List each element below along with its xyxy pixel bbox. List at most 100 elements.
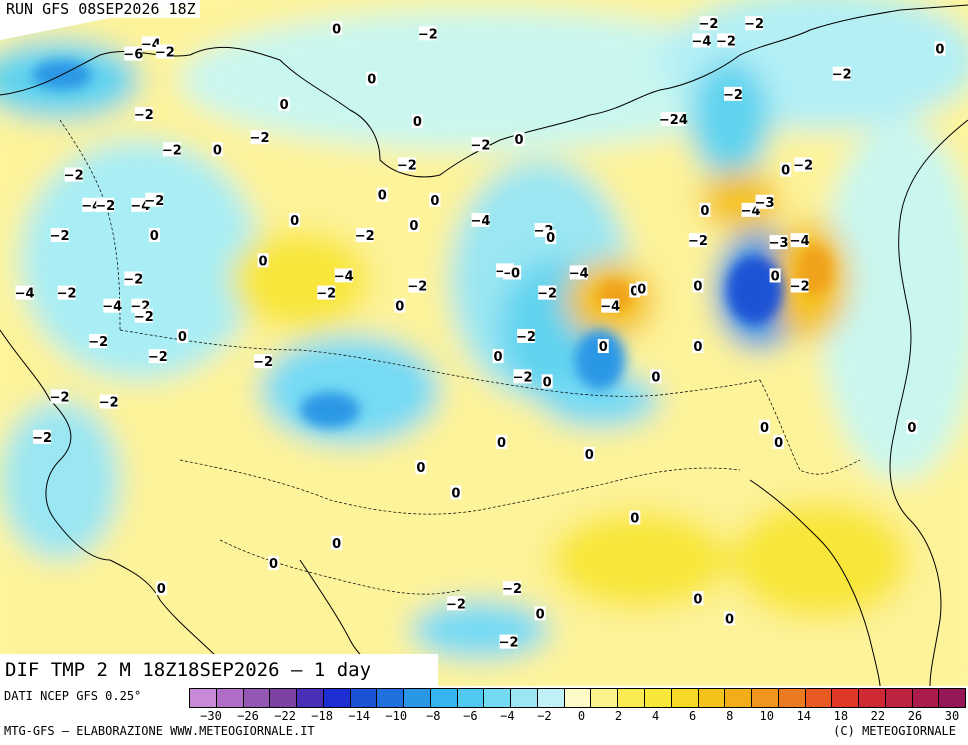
value-label: 0	[259, 254, 268, 269]
map-title: DIF TMP 2 M 18Z18SEP2026 — 1 day	[0, 654, 438, 686]
value-label-bg	[96, 197, 115, 212]
value-label-bg	[629, 283, 641, 298]
value-label: 0	[935, 42, 944, 57]
value-label: 0	[599, 340, 608, 355]
scale-swatch	[752, 689, 779, 707]
value-label-bg	[450, 485, 462, 500]
value-label-bg	[794, 157, 813, 172]
value-label-bg	[331, 21, 343, 36]
map-value-labels: −4−6 −20 −2−2−4 −2−2−200−2−24−2 0−2 0−2 −2 0−2−…	[15, 16, 946, 651]
scale-tick: −6	[463, 709, 478, 723]
value-label: −4	[471, 214, 491, 229]
credit-left: MTG-GFS — ELABORAZIONE WWW.METEOGIORNALE…	[4, 724, 315, 738]
scale-swatch	[430, 689, 458, 707]
value-label: −2	[134, 310, 154, 325]
china-coast	[749, 479, 881, 686]
scale-swatch	[377, 689, 405, 707]
value-label: −2	[50, 390, 70, 405]
value-label-bg	[636, 281, 648, 296]
value-label-bg	[790, 233, 809, 248]
map-canvas: −4−6 −20 −2−2−4 −2−2−200−2−24−2 0−2 0−2 −2 0−2−…	[0, 0, 968, 686]
value-label: 0	[907, 421, 916, 436]
value-label: −2	[250, 131, 270, 146]
value-label: 0	[332, 22, 341, 37]
value-label-bg	[376, 187, 388, 202]
scale-swatch	[537, 689, 565, 707]
scale-swatch	[725, 689, 753, 707]
value-label-bg	[408, 217, 420, 232]
value-label: 0	[693, 280, 702, 295]
value-label: 0	[150, 229, 159, 244]
value-label: −4	[130, 199, 150, 214]
value-label-bg	[148, 228, 160, 243]
value-label: −4	[691, 34, 711, 49]
value-label: 0	[367, 73, 376, 88]
value-label-bg	[82, 197, 101, 212]
value-label-bg	[769, 235, 788, 250]
scale-swatch	[243, 689, 271, 707]
value-label-bg	[790, 278, 809, 293]
value-label-bg	[545, 230, 557, 245]
value-label-bg	[503, 581, 522, 596]
value-label-bg	[692, 339, 704, 354]
value-label: −2	[744, 17, 764, 32]
value-label: 0	[497, 436, 506, 451]
border-south	[219, 539, 461, 595]
value-label-bg	[759, 419, 771, 434]
mongolia-cool	[540, 372, 660, 428]
value-label: −2	[99, 396, 119, 411]
value-label-bg	[257, 253, 269, 268]
value-label: −2	[397, 158, 417, 173]
value-label-bg	[397, 157, 416, 172]
data-source: DATI NCEP GFS 0.25°	[4, 689, 142, 703]
value-label: 0	[178, 330, 187, 345]
value-label-bg	[162, 142, 181, 157]
scale-swatch	[404, 689, 431, 707]
value-label: −2	[499, 636, 519, 651]
value-label-bg	[769, 268, 781, 283]
scale-tick: −26	[237, 709, 259, 723]
value-label: −2	[716, 34, 736, 49]
siberia-warm	[700, 170, 780, 230]
siberia-cold-n	[690, 60, 770, 180]
border-west	[59, 119, 121, 331]
scale-tick: 26	[907, 709, 923, 723]
color-scale	[189, 688, 966, 708]
value-label-bg	[724, 86, 743, 101]
arctic-neutral	[180, 10, 780, 150]
value-label-bg	[692, 33, 711, 48]
value-label: −3	[755, 196, 775, 211]
scale-swatch	[805, 689, 833, 707]
scale-swatch	[350, 689, 378, 707]
value-label: −2	[123, 272, 143, 287]
scale-tick: 14	[796, 709, 812, 723]
deep-cold-core	[727, 256, 783, 324]
scale-tick: 22	[870, 709, 886, 723]
scale-swatch	[297, 689, 324, 707]
value-label: 0	[413, 115, 422, 130]
value-label-bg	[254, 354, 273, 369]
value-label-bg	[499, 634, 518, 649]
value-label: 0	[494, 350, 503, 365]
central-cold-core	[575, 330, 625, 390]
scale-tick: 0	[577, 709, 586, 723]
value-label: 0	[543, 375, 552, 390]
west-cool	[20, 140, 260, 380]
value-label: 0	[332, 537, 341, 552]
value-label: −4	[81, 199, 101, 214]
value-label: −2	[355, 229, 375, 244]
value-label-bg	[289, 212, 301, 227]
value-label: −4	[741, 204, 761, 219]
scale-swatch	[511, 689, 538, 707]
borders	[59, 119, 861, 595]
anomaly-field	[0, 0, 968, 686]
value-label: −2	[50, 229, 70, 244]
value-label-bg	[601, 298, 620, 313]
value-label-bg	[131, 197, 150, 212]
value-label-bg	[471, 212, 490, 227]
value-label-bg	[496, 434, 508, 449]
value-label-bg	[755, 194, 774, 209]
value-label: −4	[569, 266, 589, 281]
value-label: 0	[451, 486, 460, 501]
kaz-cool	[260, 335, 440, 445]
